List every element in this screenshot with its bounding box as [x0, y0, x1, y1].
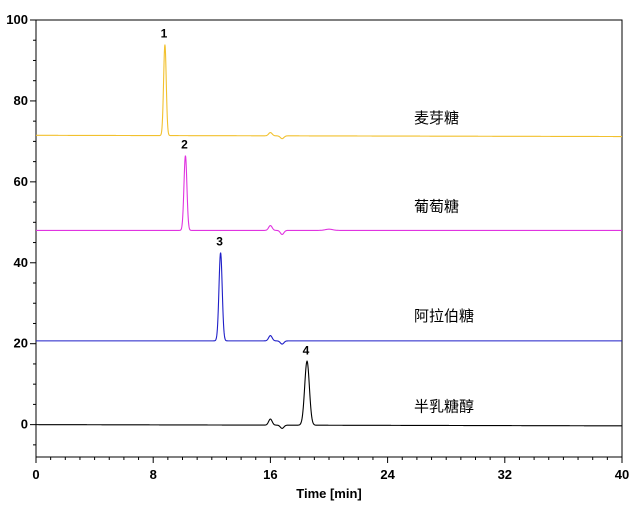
series-line-4	[36, 360, 622, 429]
peak-label-4: 4	[303, 343, 310, 357]
series-line-3	[36, 252, 622, 345]
series-name-1: 麦芽糖	[414, 109, 459, 127]
x-axis: 0 8 16 24 32 40	[32, 457, 629, 482]
series-line-2	[36, 155, 622, 236]
y-tick-label: 60	[14, 174, 28, 189]
series-line-1	[36, 44, 622, 140]
y-tick-label: 80	[14, 93, 28, 108]
labels-group: 1 麦芽糖 2 葡萄糖 3 阿拉伯糖 4 半乳糖醇	[161, 27, 474, 416]
series-name-4: 半乳糖醇	[414, 397, 474, 415]
peak-label-1: 1	[161, 27, 168, 41]
y-axis: 0 20 40 60 80 100	[6, 12, 36, 446]
x-tick-label: 0	[32, 467, 39, 482]
y-tick-label: 40	[14, 255, 28, 270]
series-name-3: 阿拉伯糖	[414, 307, 474, 325]
peak-label-3: 3	[216, 235, 223, 249]
x-tick-label: 24	[380, 467, 395, 482]
plot-frame	[35, 19, 623, 458]
x-tick-label: 40	[615, 467, 629, 482]
series-group	[36, 44, 622, 429]
series-name-2: 葡萄糖	[414, 197, 459, 215]
x-axis-title: Time [min]	[296, 486, 362, 501]
x-tick-label: 16	[263, 467, 277, 482]
y-tick-label: 100	[6, 12, 28, 27]
y-tick-label: 20	[14, 336, 28, 351]
x-tick-label: 8	[150, 467, 157, 482]
peak-label-2: 2	[181, 138, 188, 152]
y-tick-label: 0	[21, 417, 28, 432]
x-tick-label: 32	[498, 467, 512, 482]
